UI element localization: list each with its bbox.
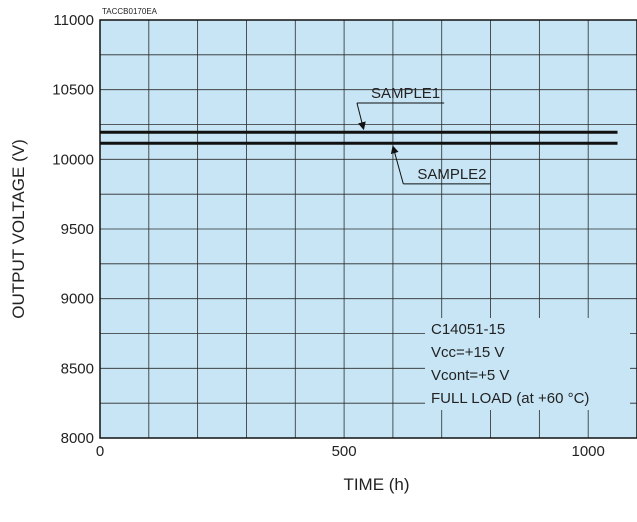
y-axis-title: OUTPUT VOLTAGE (V) [9,139,28,318]
y-tick-label: 11000 [53,12,94,29]
x-tick-label: 1000 [571,443,604,460]
y-tick-label: 9500 [61,221,94,238]
series-arrow-sample2 [390,145,404,184]
figure-code: TACCB0170EA [102,7,158,16]
y-tick-label: 8500 [61,360,94,377]
note-line-vcont: Vcont=+5 V [431,367,509,384]
note-line-vcc: Vcc=+15 V [431,344,504,361]
series-label-sample1: SAMPLE1 [371,85,440,102]
note-box [425,318,630,410]
note-line-load: FULL LOAD (at +60 °C) [431,390,589,407]
y-tick-labels: 8000 8500 9000 9500 10000 10500 11000 [52,12,94,447]
x-tick-label: 0 [96,443,104,460]
series-arrow-sample1 [356,102,366,131]
x-axis-title: TIME (h) [343,475,409,494]
y-tick-label: 9000 [61,291,94,308]
series-annotations: SAMPLE1 SAMPLE2 [356,85,491,185]
x-tick-labels: 0 500 1000 [96,443,605,460]
series-layer [100,130,618,145]
note-line-model: C14051-15 [431,321,505,338]
plot-frame [99,19,637,439]
x-tick-label: 500 [332,443,357,460]
y-tick-label: 10000 [52,151,94,168]
y-tick-label: 8000 [61,430,94,447]
y-tick-label: 10500 [52,82,94,99]
series-label-sample2: SAMPLE2 [417,166,486,183]
